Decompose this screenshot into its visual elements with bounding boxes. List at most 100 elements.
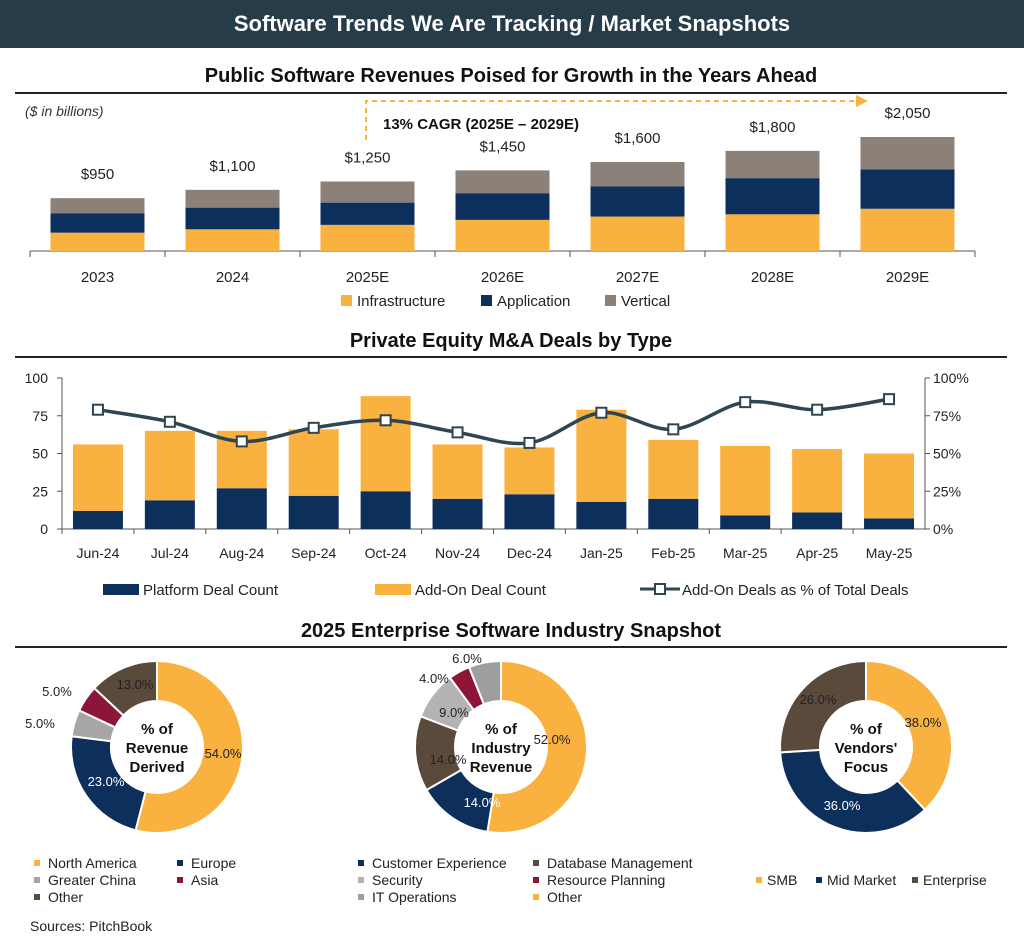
revenue-chart-title: Public Software Revenues Poised for Grow… xyxy=(204,65,818,87)
snapshot-title-rule xyxy=(15,646,1007,648)
right-y-tick-label-25: 25% xyxy=(933,483,961,499)
legend-swatch-application xyxy=(481,295,492,306)
donut2-center-label: Revenue xyxy=(470,759,533,776)
x-tick-label-feb-25: Feb-25 xyxy=(651,545,696,561)
donut1-legend-swatch-other xyxy=(34,894,40,900)
donut1-legend-swatch-north-america xyxy=(34,860,40,866)
x-tick-label-2028e: 2028E xyxy=(751,269,794,286)
pe-deals-title-rule xyxy=(15,356,1007,358)
left-y-tick-label-75: 75 xyxy=(32,408,48,424)
bar-add-on-deal-count-feb-25 xyxy=(648,439,699,499)
cagr-arrow-head xyxy=(856,95,868,107)
donut2-legend-label-customer-experience: Customer Experience xyxy=(372,855,507,871)
bar-add-on-deal-count-oct-24 xyxy=(360,396,411,492)
total-label-2025e: $1,250 xyxy=(345,149,391,166)
bar-infrastructure-2028e xyxy=(725,214,820,251)
bar-application-2027e xyxy=(590,186,685,217)
bar-add-on-deal-count-jul-24 xyxy=(144,430,195,501)
snapshot-title: 2025 Enterprise Software Industry Snapsh… xyxy=(300,620,722,642)
donut1-label-asia: 5.0% xyxy=(42,684,72,699)
left-y-tick-label-0: 0 xyxy=(40,521,48,537)
left-y-tick-label-50: 50 xyxy=(32,446,48,462)
donut1-slice-north-america xyxy=(134,659,244,834)
right-y-tick-label-75: 75% xyxy=(933,408,961,424)
bar-platform-deal-count-feb-25 xyxy=(648,498,699,529)
donut1-slice-other xyxy=(92,659,158,717)
bar-infrastructure-2025e xyxy=(320,224,415,251)
donut1-legend-label-greater-china: Greater China xyxy=(48,872,136,888)
bar-application-2024 xyxy=(185,207,280,230)
total-label-2028e: $1,800 xyxy=(750,119,796,136)
x-tick-label-2025e: 2025E xyxy=(346,269,389,286)
donut3-legend-label-smb: SMB xyxy=(767,872,797,888)
bar-add-on-deal-count-jun-24 xyxy=(72,444,123,511)
x-tick-label-2023: 2023 xyxy=(81,269,114,286)
bar-vertical-2025e xyxy=(320,181,415,203)
left-y-tick-label-100: 100 xyxy=(25,370,49,386)
add-on-pct-marker-nov-24 xyxy=(451,426,464,439)
donut2-legend-label-other: Other xyxy=(547,889,582,905)
x-tick-label-oct-24: Oct-24 xyxy=(365,545,407,561)
donut3-legend-label-enterprise: Enterprise xyxy=(923,872,987,888)
donut2-label-security: 9.0% xyxy=(439,705,469,720)
bar-platform-deal-count-aug-24 xyxy=(216,488,267,529)
donut3-label-mid-market: 36.0% xyxy=(824,798,861,813)
bar-infrastructure-2027e xyxy=(590,216,685,251)
add-on-pct-marker-apr-25 xyxy=(811,403,824,416)
donut2-legend-swatch-database-management xyxy=(533,860,539,866)
bar-add-on-deal-count-apr-25 xyxy=(792,448,843,513)
bar-platform-deal-count-mar-25 xyxy=(720,515,771,529)
unit-note: ($ in billions) xyxy=(25,103,104,119)
donut1-center-label: Derived xyxy=(129,759,184,776)
bar-infrastructure-2026e xyxy=(455,219,550,251)
donut1-legend-swatch-greater-china xyxy=(34,877,40,883)
donut2-legend-swatch-customer-experience xyxy=(358,860,364,866)
donut2-label-resource-planning: 4.0% xyxy=(419,671,449,686)
bar-infrastructure-2029e xyxy=(860,208,955,251)
cagr-arrow-line xyxy=(365,100,858,140)
bar-platform-deal-count-jun-24 xyxy=(72,510,123,529)
bar-platform-deal-count-apr-25 xyxy=(792,512,843,529)
donut2-legend-label-database-management: Database Management xyxy=(547,855,693,871)
bar-add-on-deal-count-dec-24 xyxy=(504,447,555,495)
donut3-legend-label-mid-market: Mid Market xyxy=(827,872,896,888)
total-label-2026e: $1,450 xyxy=(480,138,526,155)
donut3-center-label: % of xyxy=(850,721,883,738)
x-tick-label-jun-24: Jun-24 xyxy=(77,545,120,561)
donut2-legend-label-it-operations: IT Operations xyxy=(372,889,457,905)
x-tick-label-mar-25: Mar-25 xyxy=(723,545,768,561)
donut2-label-database-management: 14.0% xyxy=(430,752,467,767)
donut3-center-label: Focus xyxy=(844,759,888,776)
bar-vertical-2023 xyxy=(50,198,145,214)
donut2-legend-swatch-resource-planning xyxy=(533,877,539,883)
bar-vertical-2027e xyxy=(590,162,685,187)
bar-platform-deal-count-sep-24 xyxy=(288,495,339,529)
add-on-pct-marker-jun-24 xyxy=(91,403,104,416)
donut2-legend-swatch-other xyxy=(533,894,539,900)
legend-label-vertical: Vertical xyxy=(621,293,670,310)
donut1-slice-europe xyxy=(70,735,147,832)
legend-swatch-infrastructure xyxy=(341,295,352,306)
right-y-tick-label-0: 0% xyxy=(933,521,953,537)
bar-application-2028e xyxy=(725,178,820,215)
x-tick-label-apr-25: Apr-25 xyxy=(796,545,838,561)
snapshot-donuts: 54.0% 23.0% 5.0% 5.0% 13.0% % of Revenue Derive… xyxy=(25,651,987,905)
bar-application-2025e xyxy=(320,202,415,225)
donut1-label-other: 13.0% xyxy=(117,677,154,692)
donut3-legend-swatch-mid-market xyxy=(816,877,822,883)
add-on-pct-marker-aug-24 xyxy=(235,435,248,448)
bar-platform-deal-count-nov-24 xyxy=(432,498,483,529)
total-label-2027e: $1,600 xyxy=(615,130,661,147)
donut1-label-europe: 23.0% xyxy=(88,774,125,789)
donut3-slice-enterprise xyxy=(779,659,867,754)
bar-application-2026e xyxy=(455,193,550,220)
donut3-legend-swatch-smb xyxy=(756,877,762,883)
donut1-legend-swatch-europe xyxy=(177,860,183,866)
donut2-legend-swatch-it-operations xyxy=(358,894,364,900)
x-tick-label-jan-25: Jan-25 xyxy=(580,545,623,561)
add-on-pct-marker-oct-24 xyxy=(379,414,392,427)
donut2-center-label: Industry xyxy=(471,740,531,757)
bar-vertical-2029e xyxy=(860,137,955,170)
x-tick-label-dec-24: Dec-24 xyxy=(507,545,552,561)
donut3-legend-swatch-enterprise xyxy=(912,877,918,883)
